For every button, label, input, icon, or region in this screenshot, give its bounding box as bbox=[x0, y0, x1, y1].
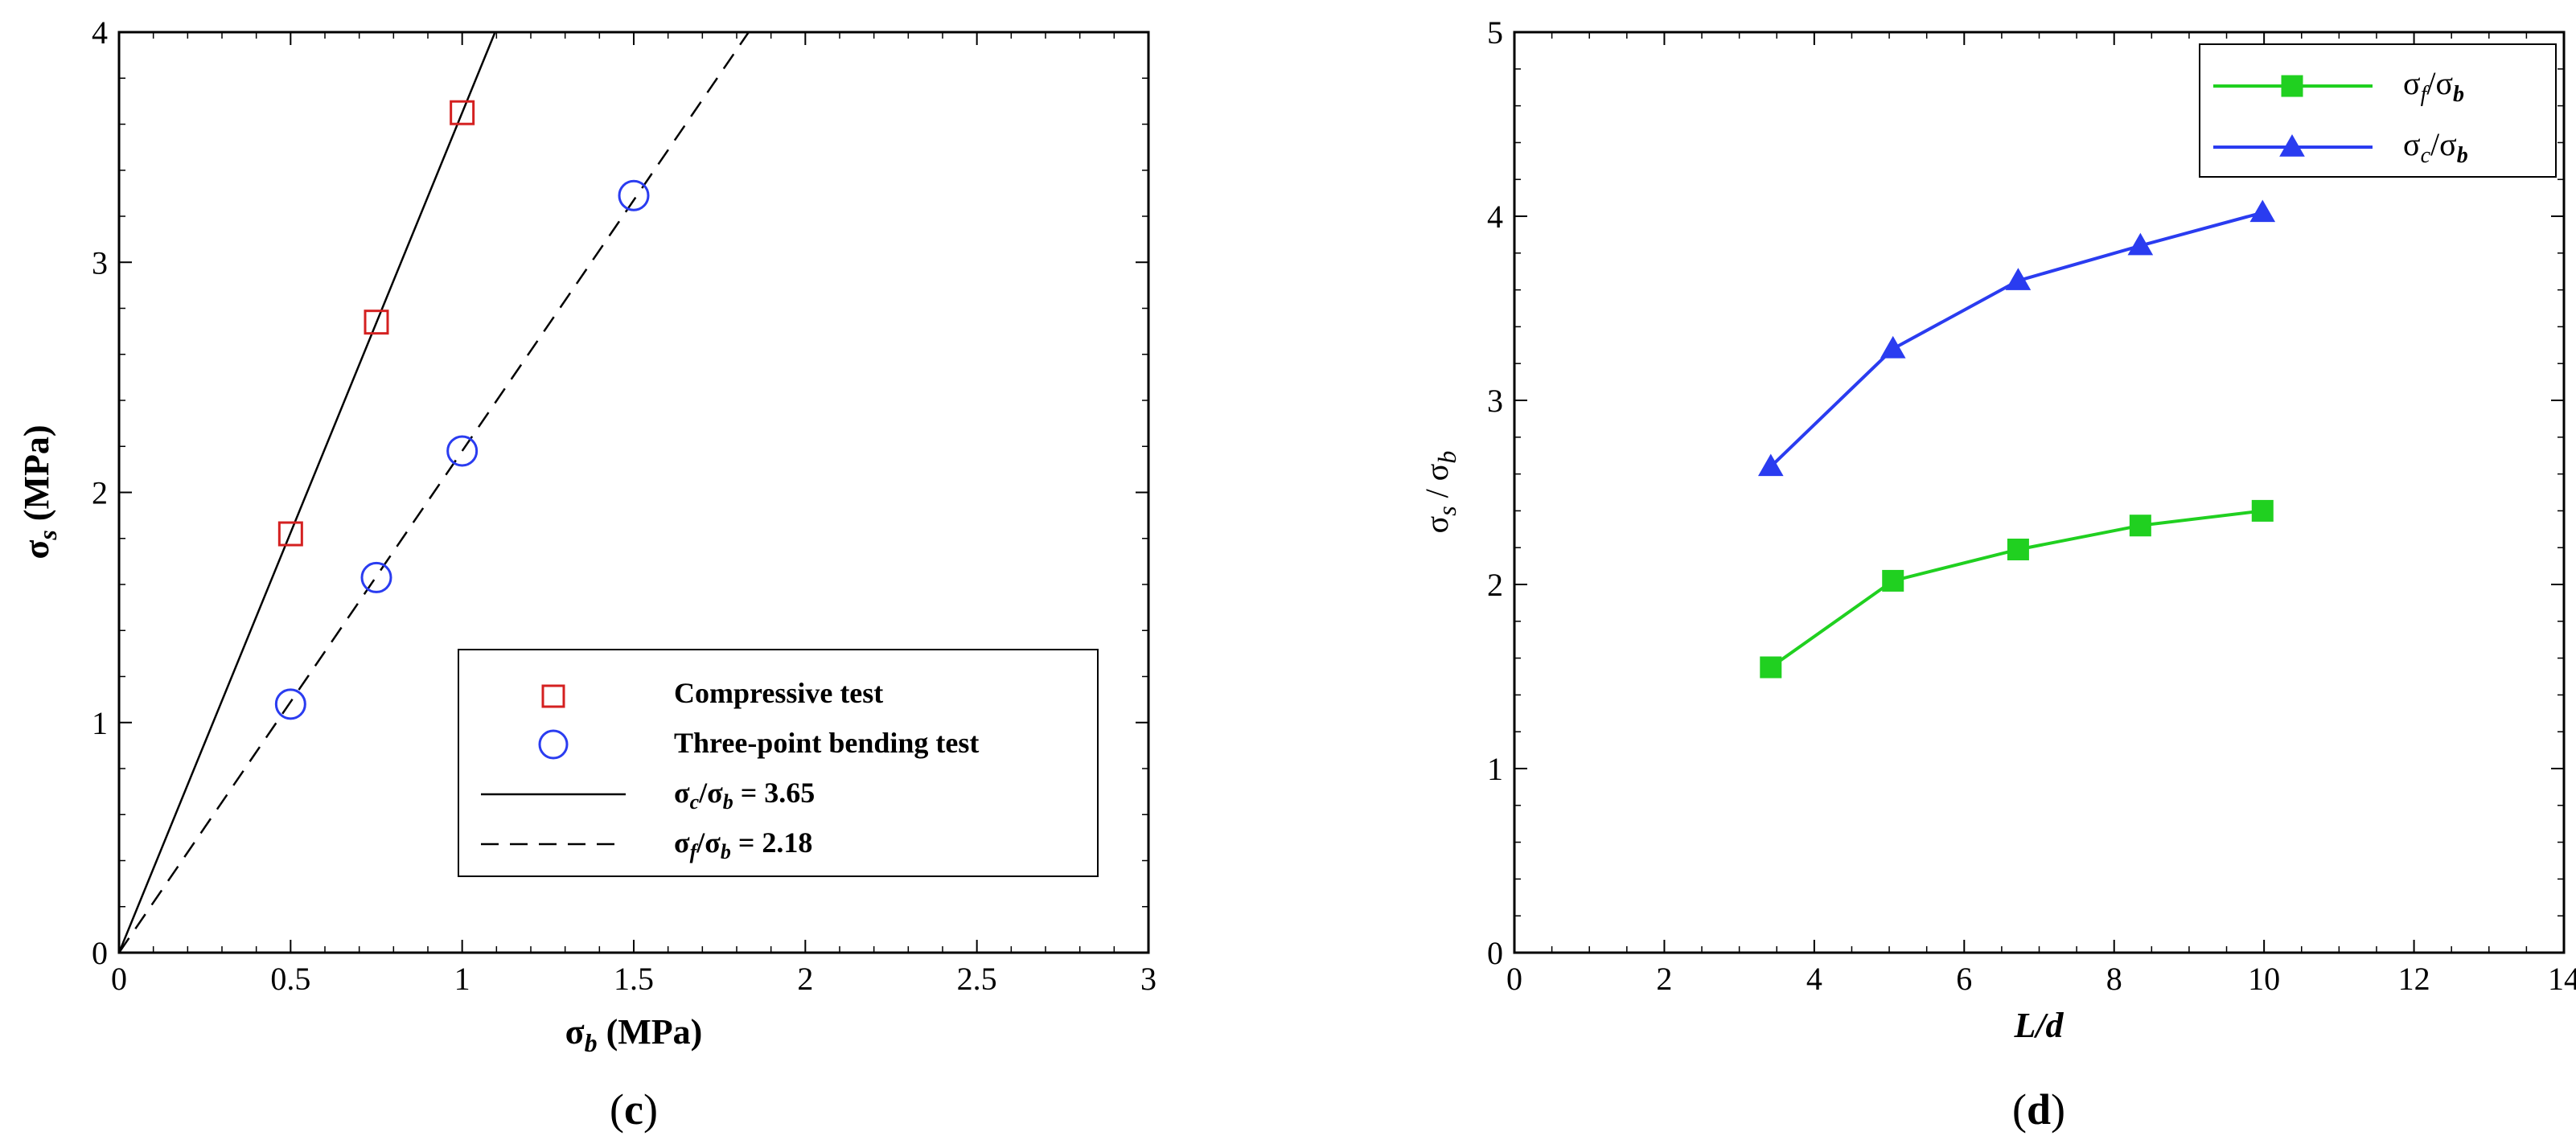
x-tick-label-c: 0.5 bbox=[270, 961, 310, 997]
compressive-point bbox=[277, 521, 303, 547]
legend-marker-flexural bbox=[2281, 75, 2303, 97]
legend-marker-compressive bbox=[2279, 134, 2305, 157]
panel-label-c: (c) bbox=[610, 1085, 658, 1134]
compressive-point bbox=[2005, 268, 2032, 290]
flexural-point bbox=[2129, 515, 2151, 537]
flexural-point bbox=[1882, 569, 1904, 592]
legend-label-bending: Three-point bending test bbox=[674, 727, 979, 759]
x-axis-label-d: L/d bbox=[2013, 1006, 2064, 1045]
legend-label-flexural: σf/σb bbox=[2403, 65, 2464, 107]
x-tick-label-c: 0 bbox=[111, 961, 127, 997]
y-tick-label-d: 5 bbox=[1487, 14, 1503, 51]
y-tick-label-c: 0 bbox=[92, 935, 108, 971]
x-tick-label-d: 8 bbox=[2106, 961, 2122, 997]
compressive-point bbox=[1880, 335, 1906, 359]
y-tick-label-d: 3 bbox=[1487, 383, 1503, 419]
x-tick-label-d: 2 bbox=[1656, 961, 1672, 997]
x-tick-label-c: 2.5 bbox=[957, 961, 997, 997]
legend-circle-marker bbox=[538, 729, 569, 760]
flexural-point bbox=[1760, 656, 1782, 679]
y-tick-label-c: 3 bbox=[92, 244, 108, 281]
legend-c: Compressive test Three-point bending test… bbox=[458, 649, 1099, 877]
x-tick-label-d: 6 bbox=[1956, 961, 1972, 997]
bending-point bbox=[446, 435, 479, 467]
x-tick-label-d: 12 bbox=[2398, 961, 2430, 997]
y-axis-label-d: σs / σb bbox=[1419, 451, 1461, 534]
x-tick-label-d: 14 bbox=[2548, 961, 2576, 997]
y-tick-label-d: 1 bbox=[1487, 751, 1503, 787]
y-tick-label-d: 0 bbox=[1487, 935, 1503, 971]
data-series-d bbox=[1757, 199, 2276, 679]
fit-line-compressive bbox=[119, 32, 496, 953]
series-line-flexural bbox=[1769, 509, 2263, 669]
bending-point bbox=[360, 561, 392, 593]
x-tick-label-c: 3 bbox=[1140, 961, 1157, 997]
compressive-point bbox=[2127, 232, 2154, 256]
x-tick-label-d: 4 bbox=[1806, 961, 1822, 997]
legend-label-compressive: σc/σb bbox=[2403, 126, 2468, 168]
y-tick-label-c: 1 bbox=[92, 705, 108, 741]
y-axis-label-c: σs (MPa) bbox=[17, 424, 62, 559]
panel-label-d: (d) bbox=[2012, 1085, 2065, 1134]
legend-d: σf/σb σc/σb bbox=[2199, 43, 2557, 178]
x-tick-label-c: 2 bbox=[797, 961, 813, 997]
axes-c: 0 0.5 1 1.5 2 2.5 3 0 1 2 3 4 bbox=[92, 14, 1157, 997]
series-line-compressive bbox=[1769, 211, 2263, 468]
legend-label-compressive: Compressive test bbox=[674, 677, 883, 709]
legend-box-d bbox=[2199, 43, 2557, 178]
flexural-point bbox=[2251, 499, 2274, 522]
x-tick-label-c: 1 bbox=[454, 961, 470, 997]
compressive-point bbox=[364, 310, 389, 335]
compressive-point bbox=[450, 100, 475, 125]
bending-point bbox=[618, 179, 650, 211]
x-tick-label-d: 0 bbox=[1506, 961, 1522, 997]
y-tick-label-c: 4 bbox=[92, 14, 108, 51]
x-tick-label-d: 10 bbox=[2248, 961, 2280, 997]
legend-label-compressive-fit: σc/σb = 3.65 bbox=[674, 777, 815, 814]
x-tick-label-c: 1.5 bbox=[614, 961, 654, 997]
y-tick-label-c: 2 bbox=[92, 475, 108, 511]
legend-square-marker bbox=[541, 684, 565, 708]
legend-label-bending-fit: σf/σb = 2.18 bbox=[674, 826, 812, 863]
chart-c: 0 0.5 1 1.5 2 2.5 3 0 1 2 3 4 σb (MPa) σs (MPa) Com… bbox=[17, 14, 1157, 1134]
compressive-point bbox=[1757, 453, 1784, 477]
y-tick-label-d: 4 bbox=[1487, 199, 1503, 235]
bending-point bbox=[274, 688, 306, 720]
y-tick-label-d: 2 bbox=[1487, 567, 1503, 603]
x-axis-label-c: σb (MPa) bbox=[565, 1012, 703, 1057]
data-marks-c bbox=[274, 100, 650, 720]
flexural-point bbox=[2007, 538, 2029, 560]
compressive-point bbox=[2249, 199, 2276, 223]
